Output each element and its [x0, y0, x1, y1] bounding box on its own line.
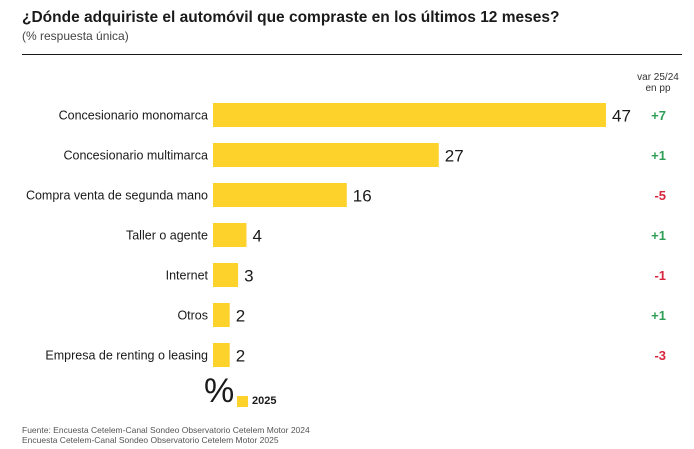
- bar: [213, 183, 347, 207]
- variation-value: +1: [651, 308, 666, 323]
- chart-title: ¿Dónde adquiriste el automóvil que compr…: [22, 9, 560, 26]
- bar: [213, 343, 230, 367]
- bar: [213, 263, 239, 287]
- title-divider: [22, 54, 682, 55]
- variation-value: -1: [654, 268, 666, 283]
- category-label: Compra venta de segunda mano: [26, 189, 208, 203]
- bar-value-label: 3: [244, 267, 253, 286]
- variation-value: -3: [654, 348, 666, 363]
- variation-value: +1: [651, 148, 666, 163]
- legend-swatch: [237, 396, 248, 407]
- variation-value: +1: [651, 228, 666, 243]
- variation-header-line2: en pp: [645, 83, 671, 94]
- bar: [213, 303, 230, 327]
- category-label: Internet: [166, 269, 209, 283]
- percent-unit-symbol: %: [204, 372, 235, 410]
- source-line-1: Fuente: Encuesta Cetelem-Canal Sondeo Ob…: [22, 425, 310, 435]
- variation-header-line1: var 25/24: [637, 72, 679, 83]
- category-label: Otros: [177, 309, 208, 323]
- variation-value: +7: [651, 108, 666, 123]
- source-line-2: Encuesta Cetelem-Canal Sondeo Observator…: [22, 435, 279, 445]
- category-label: Taller o agente: [126, 229, 208, 243]
- bar-value-label: 27: [445, 147, 464, 166]
- legend-label: 2025: [252, 395, 277, 407]
- bar-value-label: 4: [252, 227, 261, 246]
- bar: [213, 103, 606, 127]
- bar-value-label: 47: [612, 107, 631, 126]
- chart-subtitle: (% respuesta única): [22, 29, 129, 43]
- category-label: Empresa de renting o leasing: [45, 349, 208, 363]
- source-note: Fuente: Encuesta Cetelem-Canal Sondeo Ob…: [22, 425, 310, 445]
- variation-value: -5: [654, 188, 666, 203]
- bar: [213, 223, 247, 247]
- bar-value-label: 2: [236, 307, 245, 326]
- bar: [213, 143, 439, 167]
- variation-header: var 25/24 en pp: [628, 72, 688, 94]
- bar-value-label: 2: [236, 347, 245, 366]
- category-label: Concesionario multimarca: [63, 149, 208, 163]
- category-label: Concesionario monomarca: [59, 109, 208, 123]
- bar-value-label: 16: [353, 187, 372, 206]
